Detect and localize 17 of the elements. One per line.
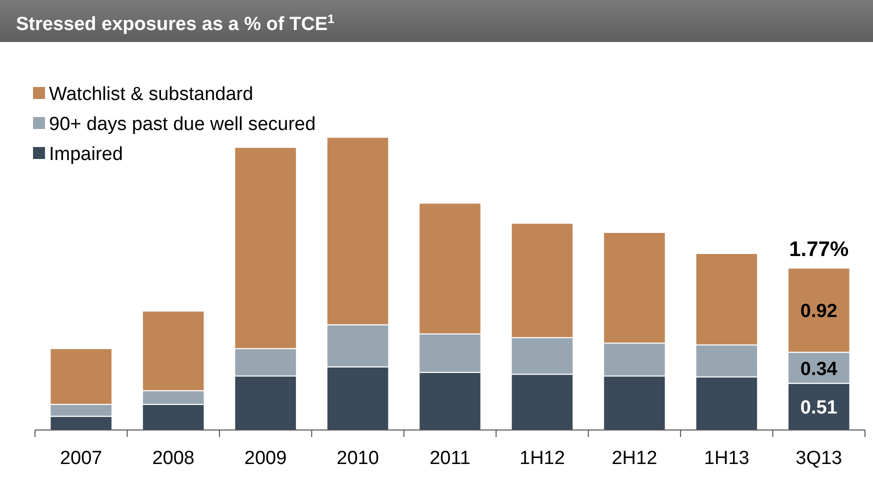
x-tick-label: 2011 xyxy=(430,448,470,469)
x-tick-label: 2009 xyxy=(244,448,287,469)
x-tick-label: 2008 xyxy=(152,448,194,469)
legend-label: Impaired xyxy=(49,144,123,165)
x-tick-label: 2H12 xyxy=(612,448,658,469)
x-tick-label: 3Q13 xyxy=(796,448,842,469)
legend-label: 90+ days past due well secured xyxy=(49,114,316,135)
x-tick-label: 2007 xyxy=(60,448,102,469)
total-label: 1.77% xyxy=(789,238,849,262)
x-tick-label: 1H13 xyxy=(704,448,750,469)
x-tick-label: 2010 xyxy=(336,448,379,469)
chart-title: Stressed exposures as a % of TCE$^{1}$ xyxy=(16,12,335,35)
x-tick-label: 1H12 xyxy=(520,448,565,469)
legend-label: Watchlist & substandard xyxy=(49,84,254,105)
data-label: 0.51 xyxy=(800,398,838,419)
data-label: 0.92 xyxy=(800,301,838,322)
data-label: 0.34 xyxy=(800,358,838,380)
